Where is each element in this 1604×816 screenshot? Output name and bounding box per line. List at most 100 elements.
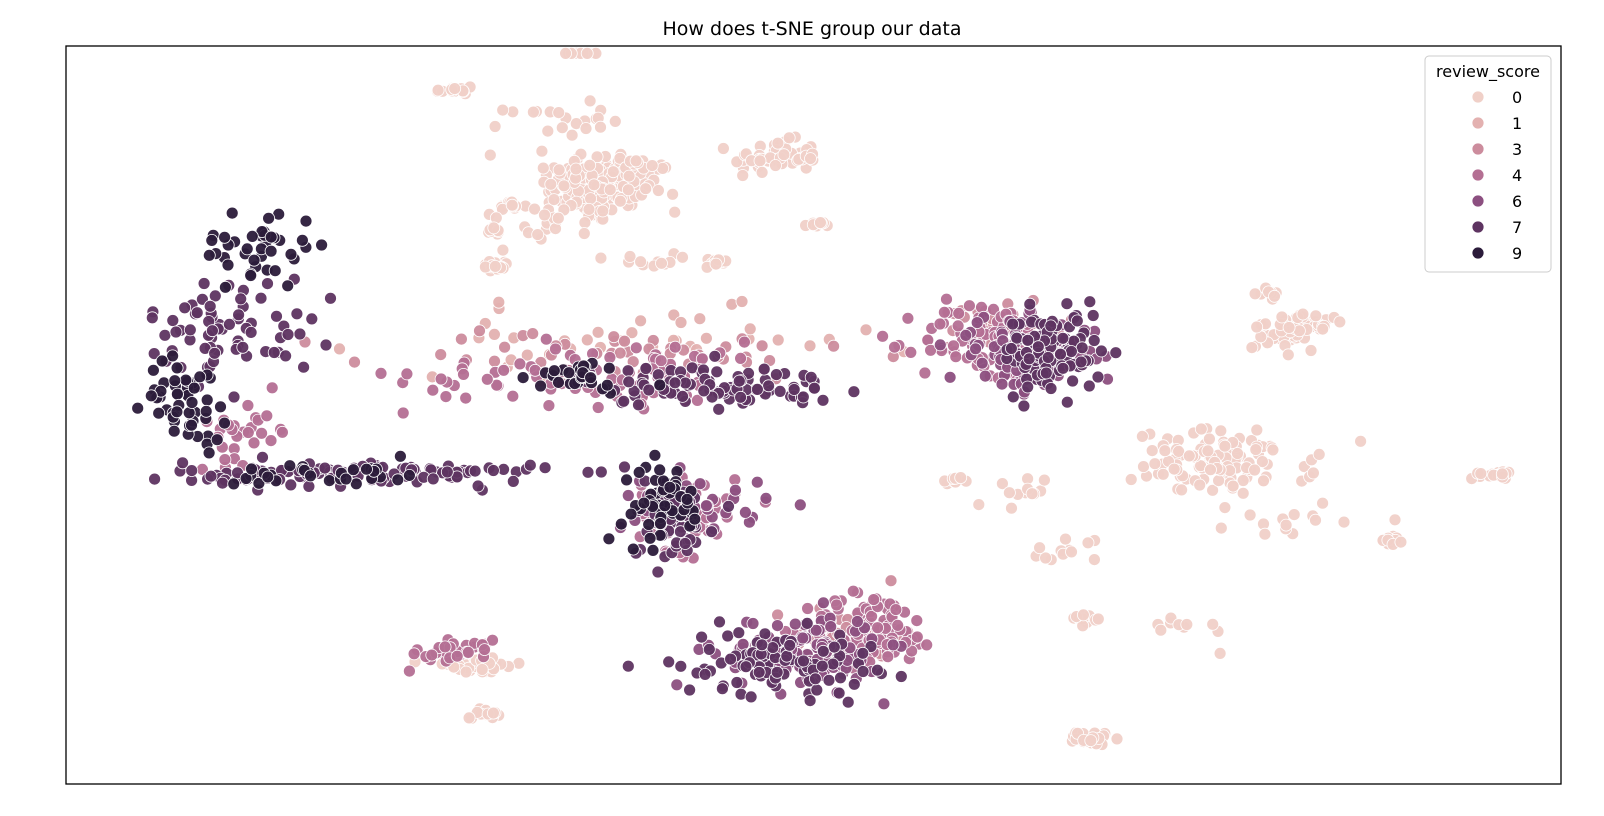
data-point-score-0 xyxy=(587,178,601,192)
data-point-score-4 xyxy=(450,649,464,663)
data-point-score-7 xyxy=(618,460,631,474)
data-point-score-7 xyxy=(1109,346,1123,360)
data-point-score-1 xyxy=(487,327,501,341)
data-point-score-7 xyxy=(148,472,162,486)
data-point-score-9 xyxy=(200,393,214,407)
data-point-score-0 xyxy=(578,216,592,230)
data-point-score-7 xyxy=(305,312,319,326)
data-point-score-4 xyxy=(549,342,562,356)
data-point-score-4 xyxy=(949,350,963,364)
data-point-score-7 xyxy=(1006,317,1020,331)
data-point-score-9 xyxy=(304,469,317,483)
data-point-score-0 xyxy=(1025,487,1039,501)
data-point-score-0 xyxy=(531,228,545,242)
data-point-score-9 xyxy=(295,233,309,247)
legend-label-3: 3 xyxy=(1512,140,1522,159)
data-point-score-9 xyxy=(268,264,282,278)
data-point-score-0 xyxy=(448,82,462,95)
data-point-score-0 xyxy=(1088,553,1101,566)
data-point-score-9 xyxy=(252,476,266,490)
data-point-score-3 xyxy=(607,330,621,344)
data-point-score-7 xyxy=(797,654,810,668)
data-point-score-4 xyxy=(402,664,416,678)
data-point-score-0 xyxy=(613,194,627,208)
data-point-score-0 xyxy=(1337,515,1351,529)
data-point-score-9 xyxy=(264,230,278,244)
data-point-score-0 xyxy=(996,477,1009,491)
data-point-score-4 xyxy=(695,352,709,366)
data-point-score-0 xyxy=(639,182,653,196)
data-point-score-4 xyxy=(734,351,747,365)
data-point-score-0 xyxy=(1236,474,1250,487)
data-point-score-7 xyxy=(803,694,817,707)
data-point-score-7 xyxy=(1074,355,1088,369)
data-point-score-0 xyxy=(608,115,622,128)
data-point-score-7 xyxy=(1060,395,1074,409)
data-point-score-6 xyxy=(796,631,810,645)
data-point-score-4 xyxy=(439,390,453,404)
data-point-score-9 xyxy=(602,532,616,546)
data-point-score-4 xyxy=(888,340,901,354)
data-point-score-0 xyxy=(1206,617,1220,631)
data-point-score-7 xyxy=(227,390,241,404)
data-point-score-6 xyxy=(943,370,957,384)
data-point-score-6 xyxy=(824,620,838,633)
data-point-score-7 xyxy=(710,365,724,379)
data-point-score-0 xyxy=(1124,473,1138,486)
data-point-score-4 xyxy=(738,335,751,349)
data-point-score-7 xyxy=(800,617,814,630)
data-point-score-4 xyxy=(947,339,960,353)
data-point-score-9 xyxy=(346,463,360,477)
data-point-score-0 xyxy=(1231,447,1244,460)
data-point-score-6 xyxy=(877,697,891,711)
data-point-score-0 xyxy=(1275,310,1289,324)
data-point-score-0 xyxy=(814,216,827,230)
legend-label-4: 4 xyxy=(1512,166,1522,185)
data-point-score-7 xyxy=(739,660,753,674)
data-point-score-7 xyxy=(1005,342,1018,355)
data-point-score-7 xyxy=(841,695,855,709)
data-point-score-9 xyxy=(245,462,258,476)
data-point-score-7 xyxy=(324,291,337,305)
data-point-score-3 xyxy=(526,327,540,341)
data-point-score-0 xyxy=(736,169,750,182)
data-point-score-7 xyxy=(261,277,274,291)
data-point-score-9 xyxy=(315,238,329,252)
data-point-score-0 xyxy=(645,159,659,173)
data-point-score-0 xyxy=(527,105,540,119)
data-point-score-4 xyxy=(374,366,388,380)
data-point-score-9 xyxy=(516,371,530,385)
data-point-score-0 xyxy=(1201,444,1215,458)
data-point-score-7 xyxy=(621,364,635,378)
chart-title: How does t-SNE group our data xyxy=(663,18,962,40)
data-point-score-0 xyxy=(505,198,519,212)
data-point-score-4 xyxy=(457,367,470,381)
data-point-score-7 xyxy=(697,384,711,398)
data-point-score-4 xyxy=(867,593,881,606)
data-point-score-4 xyxy=(889,603,903,616)
data-point-score-7 xyxy=(834,671,847,685)
data-point-score-0 xyxy=(676,250,689,264)
data-point-score-7 xyxy=(216,476,229,490)
data-point-score-0 xyxy=(1158,444,1172,458)
data-point-score-0 xyxy=(1203,432,1216,446)
data-point-score-7 xyxy=(486,464,500,477)
data-point-score-7 xyxy=(705,525,718,539)
data-point-score-7 xyxy=(732,374,746,388)
data-point-score-0 xyxy=(552,163,566,177)
data-point-score-7 xyxy=(1044,319,1058,333)
data-point-score-6 xyxy=(670,678,684,692)
data-point-score-9 xyxy=(144,389,158,403)
data-point-score-0 xyxy=(1388,513,1402,527)
data-point-score-7 xyxy=(426,472,440,486)
data-point-score-0 xyxy=(753,154,767,168)
data-point-score-7 xyxy=(1022,352,1036,366)
data-point-score-4 xyxy=(480,372,494,386)
data-point-score-9 xyxy=(642,518,656,531)
data-point-score-0 xyxy=(1495,467,1509,481)
legend-label-0: 0 xyxy=(1512,88,1522,107)
data-point-score-6 xyxy=(739,506,752,519)
data-point-score-7 xyxy=(302,479,316,493)
data-point-score-7 xyxy=(662,655,676,669)
data-point-score-4 xyxy=(910,630,924,644)
